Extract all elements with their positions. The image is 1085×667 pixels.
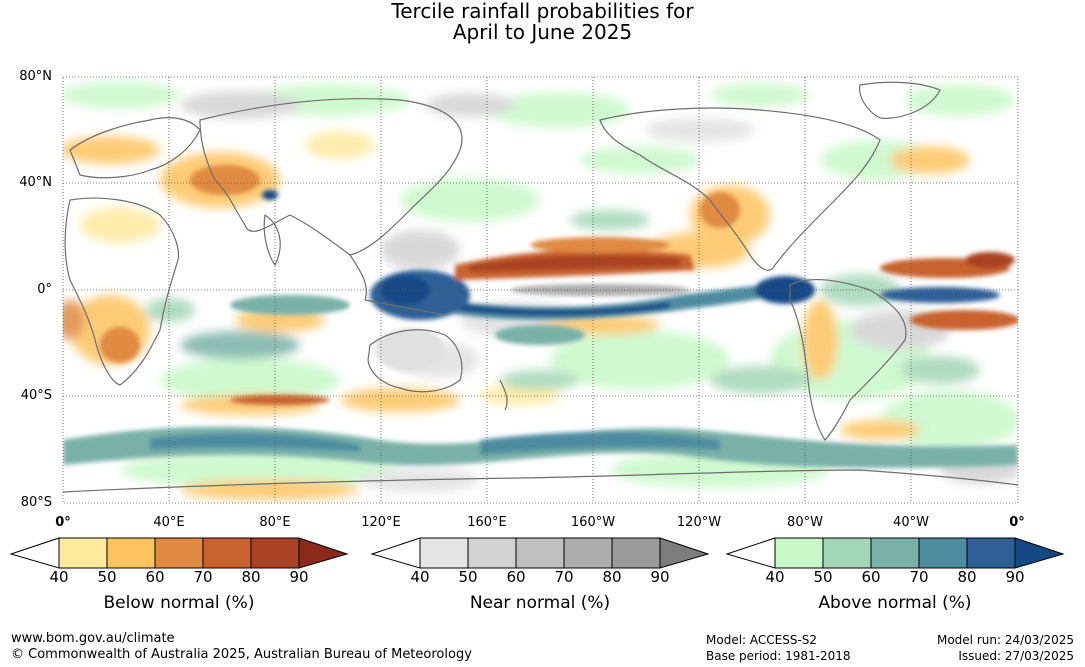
legend-tick: 40 bbox=[49, 568, 69, 586]
legend-tick: 40 bbox=[765, 568, 785, 586]
legend-near-normal-bar bbox=[370, 537, 710, 569]
legend-tick: 80 bbox=[602, 568, 622, 586]
legend-tick: 90 bbox=[650, 568, 670, 586]
legend-tick: 90 bbox=[289, 568, 309, 586]
footer-model-run: Model run: 24/03/2025 bbox=[936, 633, 1074, 647]
lat-label-40n: 40°N bbox=[19, 175, 52, 190]
legend-tick: 70 bbox=[193, 568, 213, 586]
probability-field bbox=[63, 81, 1018, 500]
legend-tick: 70 bbox=[909, 568, 929, 586]
legend-below-normal-title: Below normal (%) bbox=[103, 593, 255, 613]
legend-tick: 80 bbox=[241, 568, 261, 586]
lon-label-0-right: 0° bbox=[1009, 515, 1025, 530]
lat-label-equator: 0° bbox=[37, 282, 52, 297]
lat-label-40s: 40°S bbox=[20, 388, 52, 403]
lon-label-80w: 80°W bbox=[787, 515, 823, 530]
legend-tick: 50 bbox=[97, 568, 117, 586]
legend-tick: 60 bbox=[145, 568, 165, 586]
graticule bbox=[62, 76, 1019, 504]
coastlines bbox=[63, 81, 1018, 493]
footer-issued: Issued: 27/03/2025 bbox=[958, 649, 1074, 663]
lon-label-0-left: 0° bbox=[55, 515, 71, 530]
legend-tick: 40 bbox=[410, 568, 430, 586]
lon-label-120w: 120°W bbox=[676, 515, 722, 530]
lon-label-160e: 160°E bbox=[467, 515, 507, 530]
legend-tick: 50 bbox=[813, 568, 833, 586]
lat-label-80n: 80°N bbox=[19, 69, 52, 84]
footer-base-period: Base period: 1981-2018 bbox=[706, 649, 851, 663]
map-title-line1: Tercile rainfall probabilities for bbox=[391, 0, 694, 23]
legend-tick: 70 bbox=[554, 568, 574, 586]
legend-tick: 90 bbox=[1005, 568, 1025, 586]
legend-tick: 60 bbox=[506, 568, 526, 586]
lon-label-120e: 120°E bbox=[361, 515, 401, 530]
footer-website-link[interactable]: www.bom.gov.au/climate bbox=[11, 631, 175, 646]
lon-label-40w: 40°W bbox=[893, 515, 929, 530]
legend-below-normal-bar bbox=[9, 537, 349, 569]
legend-tick: 50 bbox=[458, 568, 478, 586]
lon-label-40e: 40°E bbox=[153, 515, 185, 530]
lat-label-80s: 80°S bbox=[20, 495, 52, 510]
lon-label-160w: 160°W bbox=[570, 515, 616, 530]
footer-copyright: © Commonwealth of Australia 2025, Austra… bbox=[11, 647, 472, 662]
legend-near-normal-title: Near normal (%) bbox=[469, 593, 611, 613]
legend-above-normal-bar bbox=[725, 537, 1065, 569]
legend-below-normal-ticks: 40 50 60 70 80 90 40 50 60 70 80 90 40 5… bbox=[0, 568, 1085, 588]
legend-tick: 60 bbox=[861, 568, 881, 586]
map-title-line2: April to June 2025 bbox=[452, 20, 633, 44]
legend-above-normal-title: Above normal (%) bbox=[818, 593, 972, 613]
lon-label-80e: 80°E bbox=[259, 515, 291, 530]
footer-model: Model: ACCESS-S2 bbox=[706, 633, 818, 647]
legend-tick: 80 bbox=[957, 568, 977, 586]
